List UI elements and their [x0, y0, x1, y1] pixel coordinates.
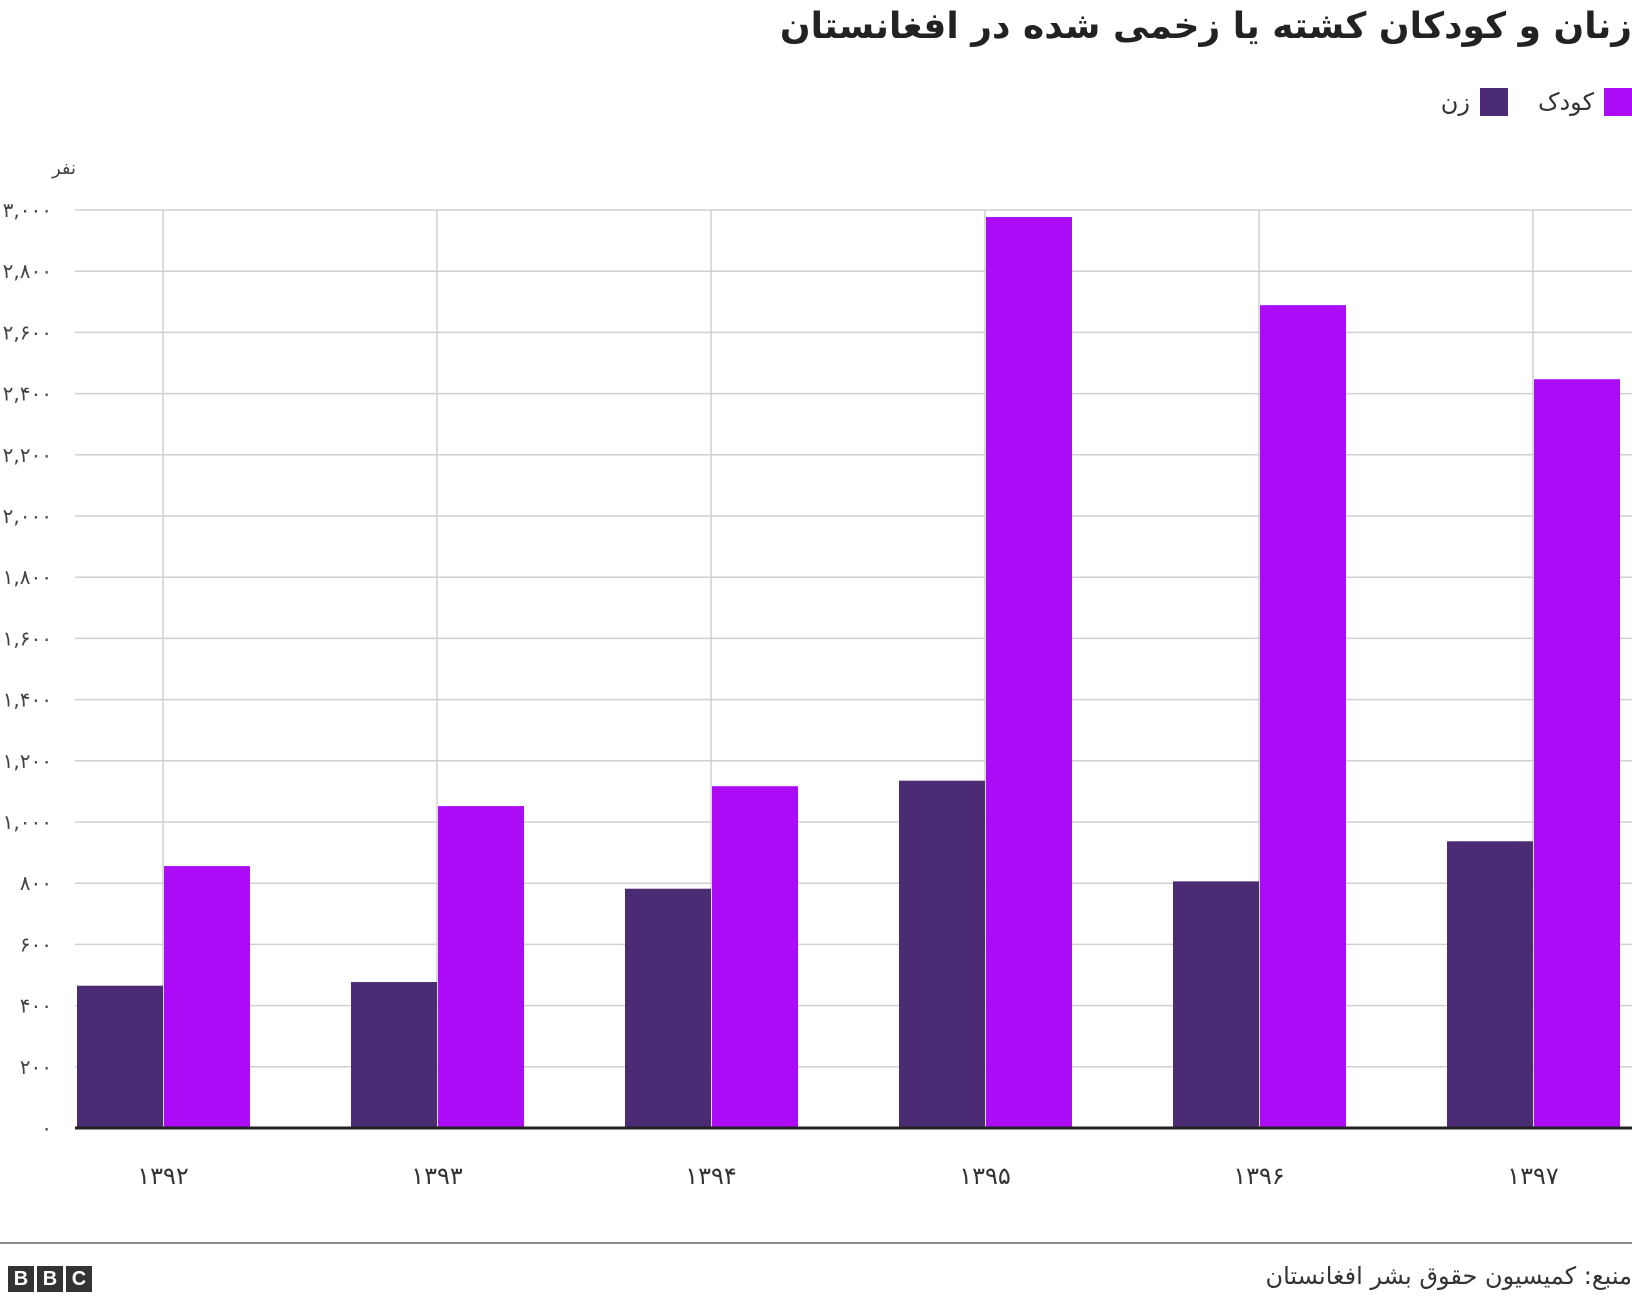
- x-tick-label: ۱۳۹۵: [959, 1162, 1011, 1190]
- axis-layer: ۰ ۲۰۰ ۴۰۰ ۶۰۰ ۸۰۰ ۱,۰۰۰ ۱,۲۰۰ ۱,۴۰۰ ۱,۶۰۰ ۱,۸۰۰ ۲,…: [3, 198, 1632, 1190]
- bbc-logo: B B C: [8, 1266, 95, 1292]
- y-tick-label: ۱,۲۰۰: [3, 749, 52, 773]
- source-note: منبع: کمیسیون حقوق بشر افغانستان: [1265, 1262, 1632, 1290]
- bar-layer: [77, 217, 1620, 1129]
- bar-woman: [1173, 881, 1259, 1128]
- y-tick-label: ۱,۰۰۰: [3, 810, 52, 834]
- bar-woman: [899, 780, 985, 1128]
- y-tick-label: ۱,۴۰۰: [3, 688, 52, 712]
- legend-item-child: کودک: [1538, 88, 1632, 116]
- legend-swatch-woman: [1480, 88, 1508, 116]
- y-tick-label: ۰: [41, 1116, 52, 1140]
- legend: کودک زن: [1411, 88, 1632, 116]
- footer-divider: [0, 1242, 1632, 1244]
- bar-chart: ۰ ۲۰۰ ۴۰۰ ۶۰۰ ۸۰۰ ۱,۰۰۰ ۱,۲۰۰ ۱,۴۰۰ ۱,۶۰۰ ۱,۸۰۰ ۲,…: [3, 198, 1632, 1190]
- y-tick-label: ۲,۲۰۰: [3, 443, 52, 467]
- bbc-logo-letter: C: [66, 1266, 92, 1292]
- bar-woman: [351, 982, 437, 1128]
- y-tick-label: ۸۰۰: [20, 871, 52, 895]
- y-tick-label: ۶۰۰: [20, 932, 52, 956]
- bar-child: [1534, 379, 1620, 1128]
- bar-child: [712, 786, 798, 1128]
- x-tick-label: ۱۳۹۴: [685, 1162, 737, 1190]
- legend-item-woman: زن: [1441, 88, 1508, 116]
- grid-layer: [75, 209, 1632, 1128]
- chart-title: زنان و کودکان کشته یا زخمی شده در افغانس…: [779, 6, 1632, 47]
- y-tick-label: ۴۰۰: [20, 994, 52, 1018]
- y-tick-label: ۲,۸۰۰: [3, 259, 52, 283]
- bar-woman: [1447, 841, 1533, 1128]
- y-tick-label: ۲۰۰: [20, 1055, 52, 1079]
- x-tick-label: ۱۳۹۳: [411, 1162, 463, 1190]
- y-axis-unit: نفر: [52, 158, 77, 179]
- y-tick-label: ۱,۶۰۰: [3, 626, 52, 650]
- bbc-logo-letter: B: [37, 1266, 63, 1292]
- bar-child: [986, 217, 1072, 1129]
- x-tick-label: ۱۳۹۷: [1507, 1162, 1559, 1190]
- legend-label-child: کودک: [1538, 88, 1594, 116]
- legend-swatch-child: [1604, 88, 1632, 116]
- x-tick-label: ۱۳۹۲: [137, 1162, 189, 1190]
- x-tick-label: ۱۳۹۶: [1233, 1162, 1285, 1190]
- bar-child: [1260, 305, 1346, 1128]
- legend-label-woman: زن: [1440, 88, 1470, 116]
- bar-woman: [625, 888, 711, 1128]
- y-tick-label: ۱,۸۰۰: [3, 565, 52, 589]
- y-tick-label: ۲,۴۰۰: [3, 382, 52, 406]
- y-tick-label: ۳,۰۰۰: [3, 198, 52, 222]
- y-tick-label: ۲,۶۰۰: [3, 320, 52, 344]
- bbc-logo-letter: B: [8, 1266, 34, 1292]
- bar-woman: [77, 985, 163, 1128]
- bar-child: [164, 866, 250, 1128]
- y-tick-label: ۲,۰۰۰: [3, 504, 52, 528]
- bar-child: [438, 806, 524, 1128]
